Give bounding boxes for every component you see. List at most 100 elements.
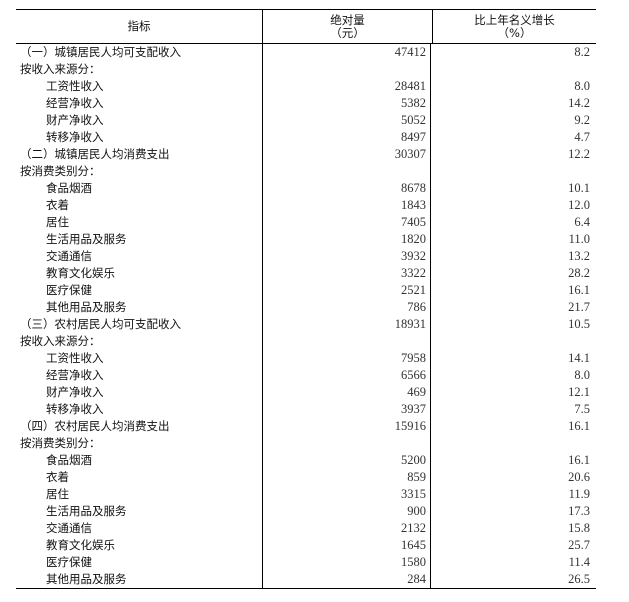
header-absolute-unit: （元）	[330, 25, 365, 40]
header-indicator: 指标	[16, 10, 262, 43]
row-value: 6566	[262, 367, 431, 384]
row-value	[262, 163, 431, 180]
row-growth: 12.0	[568, 198, 590, 212]
row-growth: 14.1	[568, 351, 590, 365]
row-label: （二）城镇居民人均消费支出	[20, 147, 170, 161]
subheader-row: 按收入来源分：	[16, 333, 596, 350]
row-growth: 12.1	[568, 385, 590, 399]
row-growth: 11.4	[568, 555, 590, 569]
row-growth: 4.7	[574, 130, 590, 144]
table-row: 居住 7405 6.4	[16, 214, 596, 231]
row-value	[262, 333, 431, 350]
row-label: 转移净收入	[46, 130, 104, 144]
row-growth: 25.7	[568, 538, 590, 552]
table-row: 教育文化娱乐 3322 28.2	[16, 265, 596, 282]
table-row: 教育文化娱乐 1645 25.7	[16, 537, 596, 554]
row-label: 按收入来源分：	[20, 62, 101, 76]
row-label: 衣着	[46, 470, 69, 484]
row-label: （一）城镇居民人均可支配收入	[20, 45, 181, 59]
row-label: 按收入来源分：	[20, 334, 101, 348]
row-label: 医疗保健	[46, 283, 92, 297]
header-absolute: 绝对量 （元）	[262, 10, 433, 43]
table-row: 转移净收入 3937 7.5	[16, 401, 596, 418]
row-growth: 6.4	[574, 215, 590, 229]
row-label: 居住	[46, 215, 69, 229]
row-label: 转移净收入	[46, 402, 104, 416]
row-label: 财产净收入	[46, 385, 104, 399]
row-label: 交通通信	[46, 521, 92, 535]
row-label: 按消费类别分：	[20, 436, 101, 450]
table-row: 居住 3315 11.9	[16, 486, 596, 503]
row-label: 按消费类别分：	[20, 164, 101, 178]
row-label: 其他用品及服务	[46, 300, 127, 314]
row-value: 1580	[262, 554, 431, 571]
row-value: 5052	[262, 112, 431, 129]
row-value: 3315	[262, 486, 431, 503]
row-growth: 11.0	[568, 232, 590, 246]
table-row: 生活用品及服务 900 17.3	[16, 503, 596, 520]
row-value: 1820	[262, 231, 431, 248]
table-row: 财产净收入 469 12.1	[16, 384, 596, 401]
row-label: 经营净收入	[46, 96, 104, 110]
table-row: 工资性收入 28481 8.0	[16, 78, 596, 95]
table-row: 医疗保健 1580 11.4	[16, 554, 596, 571]
table-row: 其他用品及服务 284 26.5	[16, 571, 596, 588]
row-label: （三）农村居民人均可支配收入	[20, 317, 181, 331]
table-row: 交通通信 3932 13.2	[16, 248, 596, 265]
header-indicator-label: 指标	[127, 19, 151, 33]
row-label: 居住	[46, 487, 69, 501]
table-row: 食品烟酒 8678 10.1	[16, 180, 596, 197]
row-label: 工资性收入	[46, 351, 104, 365]
row-growth: 8.0	[574, 368, 590, 382]
row-growth: 14.2	[568, 96, 590, 110]
row-value	[262, 61, 431, 78]
row-label: 生活用品及服务	[46, 504, 127, 518]
header-growth-label: 比上年名义增长	[474, 12, 555, 27]
row-value: 1843	[262, 197, 431, 214]
row-value: 859	[262, 469, 431, 486]
subheader-row: 按消费类别分：	[16, 435, 596, 452]
row-growth: 13.2	[568, 249, 590, 263]
row-growth: 8.0	[574, 79, 590, 93]
row-value: 8678	[262, 180, 431, 197]
header-growth: 比上年名义增长 （%）	[433, 10, 596, 43]
table-row: 财产净收入 5052 9.2	[16, 112, 596, 129]
table-row: 经营净收入 6566 8.0	[16, 367, 596, 384]
row-growth: 16.1	[568, 453, 590, 467]
header-growth-unit: （%）	[497, 25, 532, 40]
row-value: 18931	[262, 316, 431, 333]
subheader-row: 按消费类别分：	[16, 163, 596, 180]
row-growth: 16.1	[568, 419, 590, 433]
row-value: 15916	[262, 418, 431, 435]
row-growth: 15.8	[568, 521, 590, 535]
table-row: 衣着 1843 12.0	[16, 197, 596, 214]
row-label: 教育文化娱乐	[46, 266, 115, 280]
row-value: 2132	[262, 520, 431, 537]
row-value: 30307	[262, 146, 431, 163]
row-growth: 11.9	[568, 487, 590, 501]
row-growth: 17.3	[568, 504, 590, 518]
header-absolute-label: 绝对量	[330, 12, 365, 27]
row-value: 7958	[262, 350, 431, 367]
table-body: （一）城镇居民人均可支配收入 47412 8.2 按收入来源分： 工资性收入 28481 8…	[16, 44, 596, 588]
table-row: 医疗保健 2521 16.1	[16, 282, 596, 299]
table-row: 转移净收入 8497 4.7	[16, 129, 596, 146]
row-value: 5200	[262, 452, 431, 469]
table-header: 指标 绝对量 （元） 比上年名义增长 （%）	[16, 10, 596, 44]
row-growth: 10.1	[568, 181, 590, 195]
row-label: 工资性收入	[46, 79, 104, 93]
table-row: 交通通信 2132 15.8	[16, 520, 596, 537]
row-growth: 9.2	[574, 113, 590, 127]
row-growth	[431, 435, 594, 452]
row-value: 7405	[262, 214, 431, 231]
row-label: 生活用品及服务	[46, 232, 127, 246]
table-row: 其他用品及服务 786 21.7	[16, 299, 596, 316]
row-growth: 21.7	[568, 300, 590, 314]
row-growth	[431, 163, 594, 180]
row-value: 5382	[262, 95, 431, 112]
row-label: 食品烟酒	[46, 181, 92, 195]
row-growth: 26.5	[568, 572, 590, 586]
row-value: 900	[262, 503, 431, 520]
row-value: 284	[262, 571, 431, 588]
row-value: 469	[262, 384, 431, 401]
